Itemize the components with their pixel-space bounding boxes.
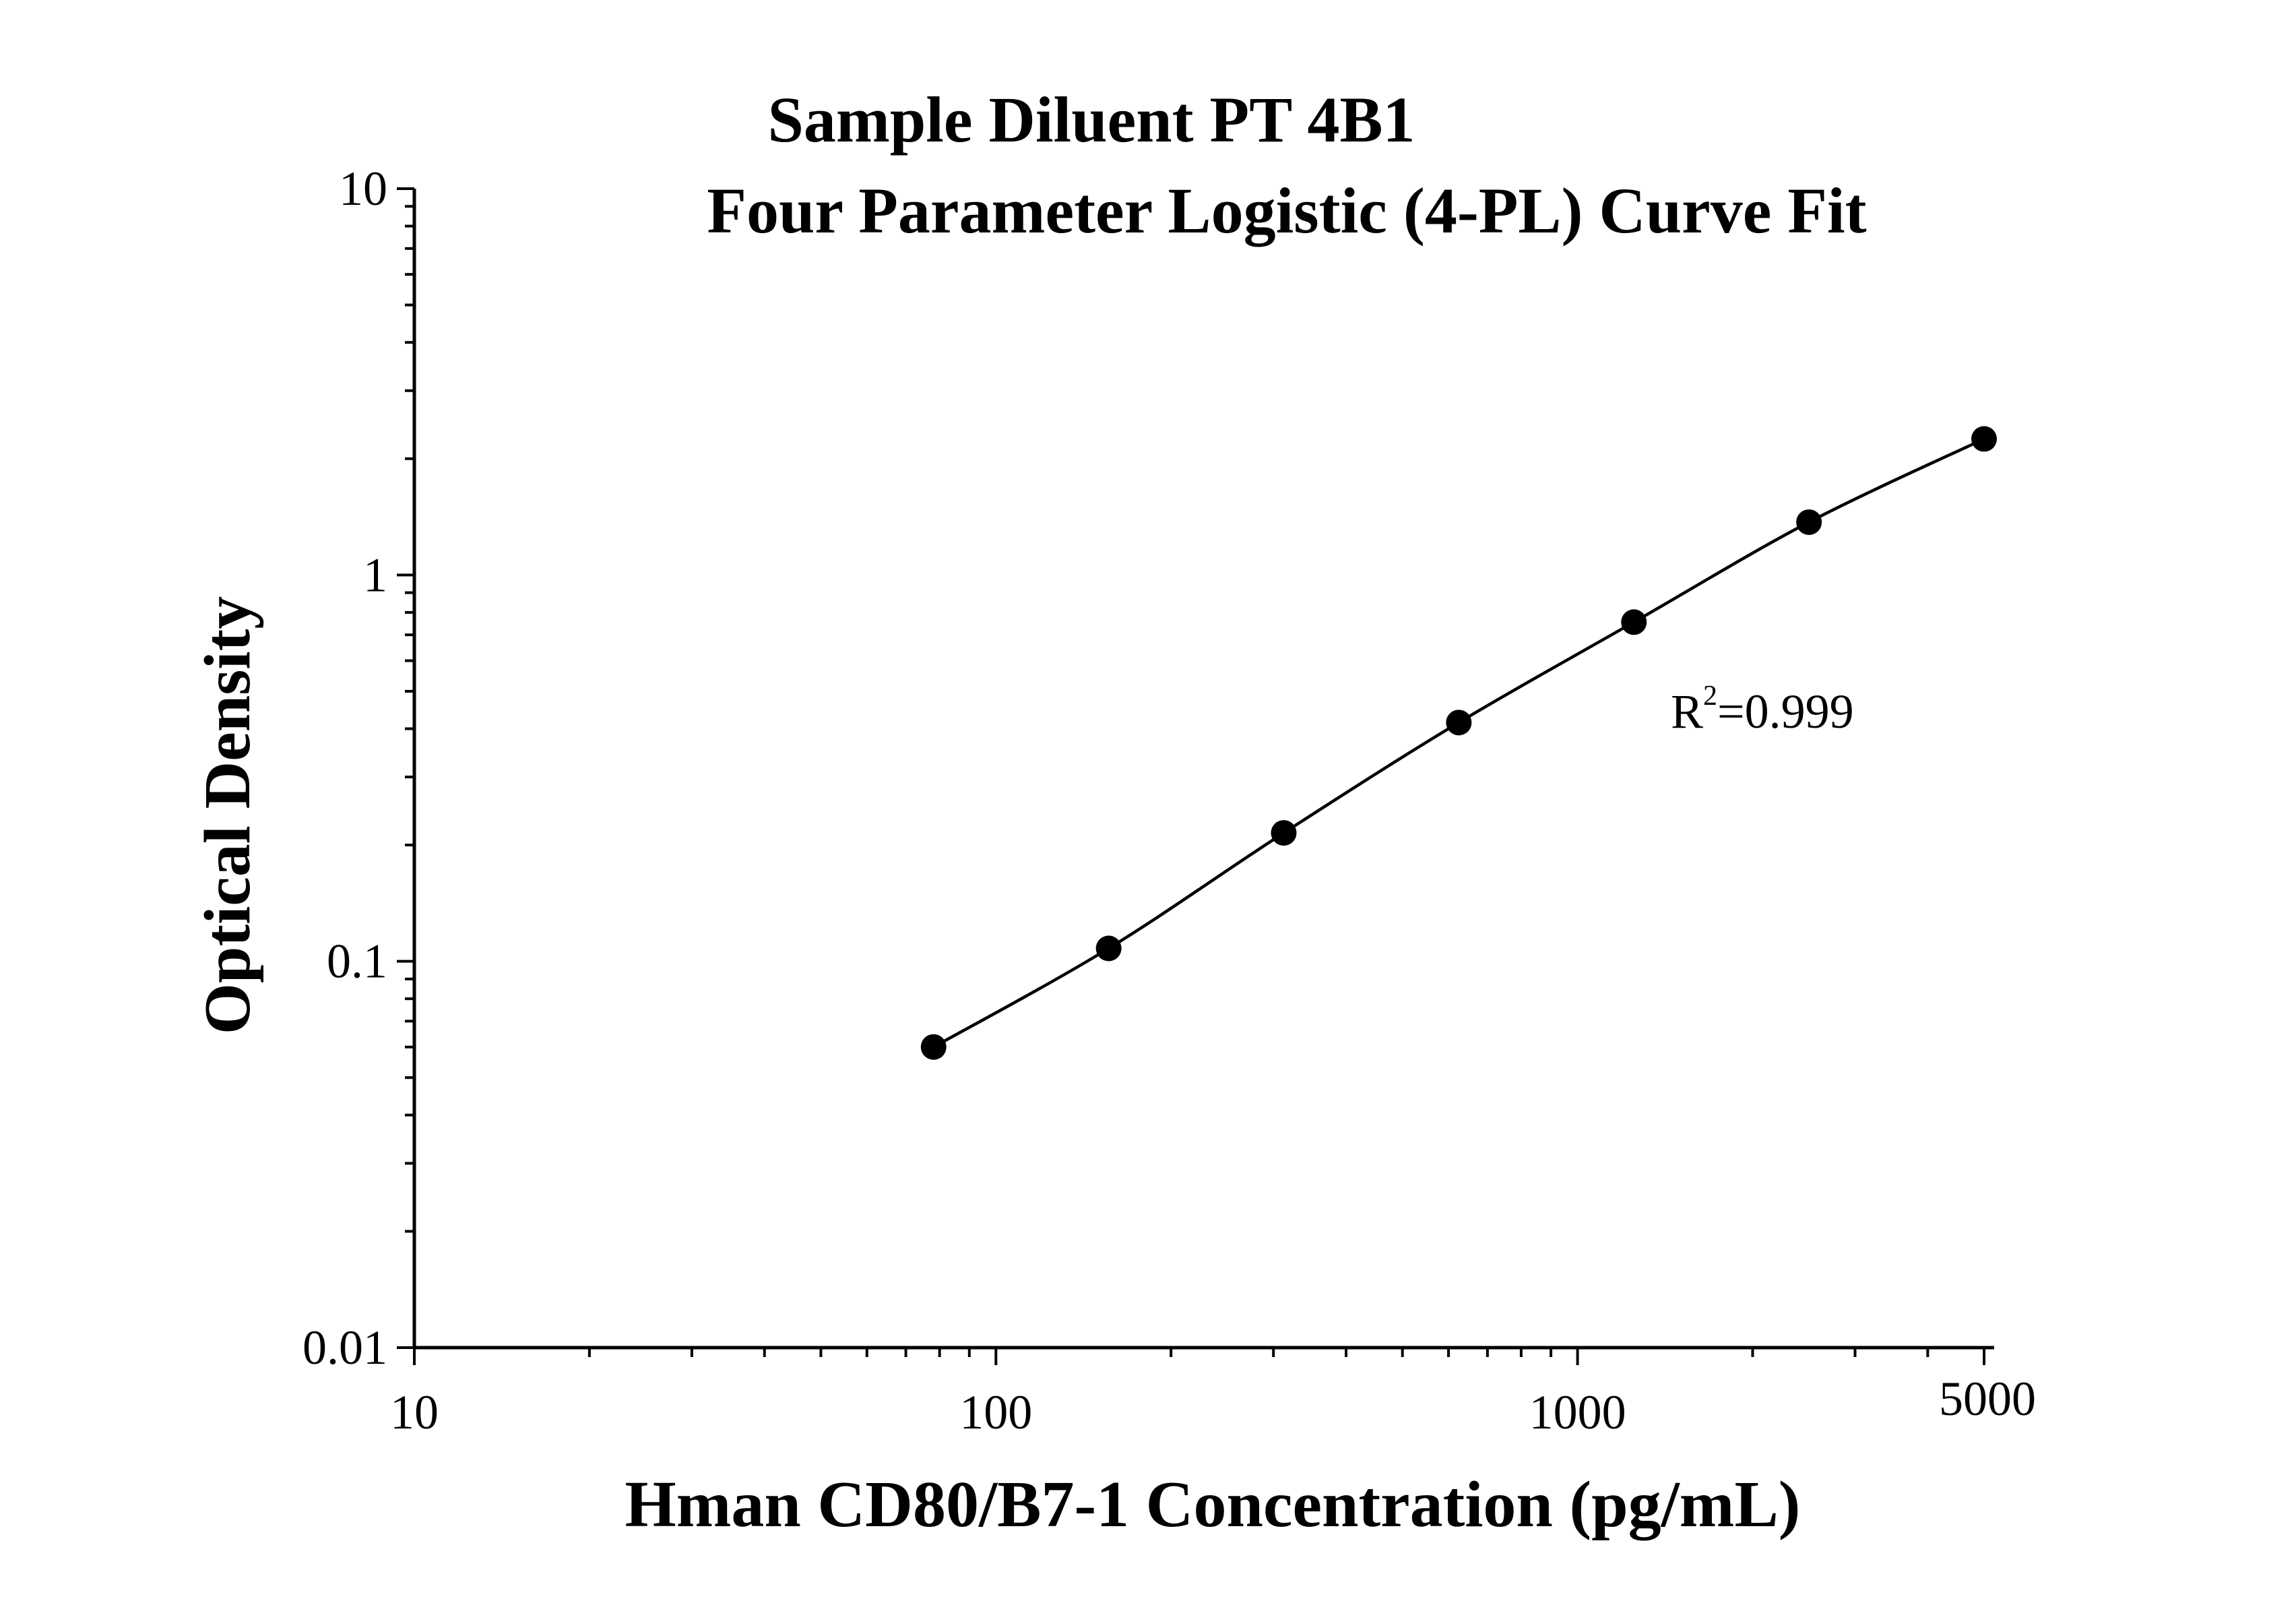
y-tick-label: 0.1	[327, 935, 387, 988]
y-tick-label: 1	[363, 548, 387, 602]
r-squared-annotation: R2=0.999	[1671, 681, 1854, 738]
chart-subtitle: Four Parameter Logistic (4-PL) Curve Fit	[707, 175, 1866, 247]
data-point	[1095, 935, 1122, 962]
fit-curve-group	[932, 437, 1985, 1048]
r-squared-superscript: 2	[1703, 681, 1717, 712]
data-point	[1971, 426, 1997, 452]
x-axis-label: Hman CD80/B7-1 Concentration (pg/mL)	[625, 1468, 1801, 1541]
r-squared-value: =0.999	[1717, 685, 1854, 738]
data-point	[1271, 820, 1297, 846]
x-tick-label: 5000	[1939, 1372, 2036, 1426]
data-point	[1796, 509, 1822, 535]
data-points-group	[920, 426, 1997, 1060]
x-tick-label: 1000	[1529, 1385, 1626, 1439]
r-squared-base: R	[1671, 685, 1703, 738]
x-tick-label: 100	[959, 1385, 1032, 1439]
data-point	[1621, 609, 1647, 635]
y-tick-label: 10	[339, 162, 387, 216]
y-axis-label: Optical Density	[191, 596, 264, 1035]
axes-group: 0.01 0.1 1 10 10 100 1000 5000	[302, 162, 2036, 1439]
y-tick-label: 0.01	[302, 1321, 387, 1375]
chart-title: Sample Diluent PT 4B1	[767, 84, 1415, 156]
x-tick-label: 10	[390, 1385, 439, 1439]
data-point	[920, 1034, 947, 1060]
data-point	[1446, 710, 1472, 736]
fit-curve-line	[932, 437, 1985, 1048]
